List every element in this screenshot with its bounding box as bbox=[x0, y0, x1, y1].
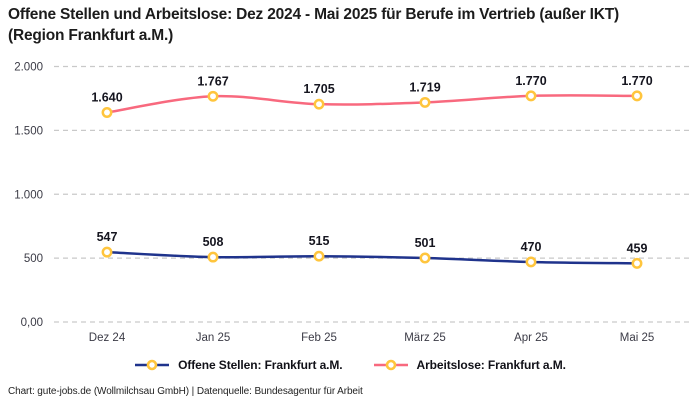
data-point-label: 1.640 bbox=[91, 90, 122, 104]
data-point-label: 501 bbox=[415, 236, 436, 250]
data-point-marker bbox=[101, 107, 113, 118]
y-axis-tick-label: 1.500 bbox=[14, 125, 43, 137]
legend-item-arbeitslose: Arbeitslose: Frankfurt a.M. bbox=[373, 358, 566, 372]
y-axis-tick-label: 1.000 bbox=[14, 189, 43, 201]
x-axis-tick-label: Feb 25 bbox=[301, 332, 337, 344]
data-point-label: 515 bbox=[309, 234, 330, 248]
source-attribution: Chart: gute-jobs.de (Wollmilchsau GmbH) … bbox=[8, 386, 363, 397]
data-point-label: 470 bbox=[521, 240, 542, 254]
data-point-marker bbox=[419, 252, 431, 264]
x-axis-tick-label: Mai 25 bbox=[620, 332, 655, 344]
legend-label-arbeitslose: Arbeitslose: Frankfurt a.M. bbox=[416, 358, 566, 372]
data-point-marker bbox=[207, 90, 219, 102]
data-point-marker bbox=[525, 90, 537, 102]
data-point-label: 1.705 bbox=[303, 82, 334, 96]
data-point-marker bbox=[101, 246, 113, 258]
x-axis-tick-label: Apr 25 bbox=[514, 332, 548, 344]
data-point-marker bbox=[313, 250, 325, 262]
series-line bbox=[105, 94, 639, 114]
legend-swatch-offene-stellen-icon bbox=[135, 359, 170, 371]
data-point-marker bbox=[419, 96, 431, 108]
x-axis-tick-label: März 25 bbox=[404, 332, 446, 344]
y-axis-tick-label: 500 bbox=[24, 253, 43, 265]
data-point-label: 1.719 bbox=[409, 80, 440, 94]
y-axis-tick-label: 2.000 bbox=[14, 62, 43, 74]
data-point-marker bbox=[631, 90, 643, 102]
legend-label-offene-stellen: Offene Stellen: Frankfurt a.M. bbox=[178, 358, 343, 372]
data-point-marker bbox=[207, 251, 219, 263]
data-point-label: 1.770 bbox=[621, 74, 652, 88]
chart-title: Offene Stellen und Arbeitslose: Dez 2024… bbox=[8, 6, 620, 44]
data-point-label: 508 bbox=[203, 235, 224, 249]
data-point-label: 1.767 bbox=[197, 74, 228, 88]
chart-legend: Offene Stellen: Frankfurt a.M. Arbeitslo… bbox=[0, 358, 700, 372]
data-point-marker bbox=[313, 98, 325, 110]
data-point-label: 459 bbox=[627, 241, 648, 255]
x-axis-tick-label: Dez 24 bbox=[89, 332, 126, 344]
data-point-label: 1.770 bbox=[515, 74, 546, 88]
y-axis-tick-label: 0,00 bbox=[21, 317, 43, 329]
data-point-label: 547 bbox=[97, 230, 118, 244]
series-line bbox=[105, 250, 639, 265]
data-point-marker bbox=[525, 256, 537, 268]
legend-swatch-arbeitslose-icon bbox=[373, 359, 408, 371]
data-point-marker bbox=[631, 257, 643, 269]
x-axis-tick-label: Jan 25 bbox=[196, 332, 231, 344]
legend-item-offene-stellen: Offene Stellen: Frankfurt a.M. bbox=[134, 358, 343, 372]
